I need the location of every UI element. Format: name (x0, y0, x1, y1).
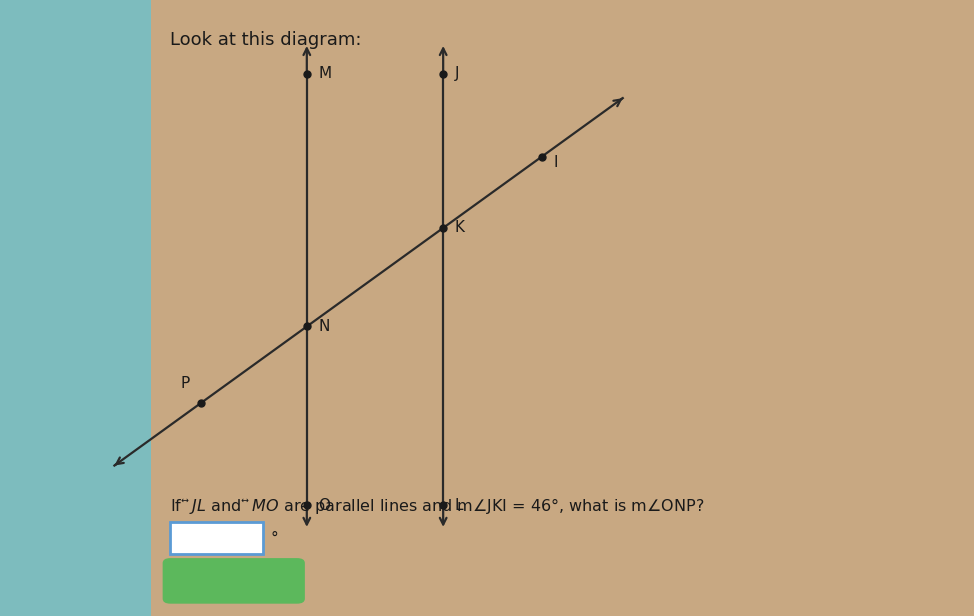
Text: Look at this diagram:: Look at this diagram: (170, 31, 362, 49)
Text: O: O (318, 498, 330, 513)
Text: J: J (455, 67, 460, 81)
FancyBboxPatch shape (163, 558, 305, 604)
Text: K: K (455, 221, 465, 235)
Text: L: L (455, 498, 464, 513)
Text: I: I (553, 155, 558, 170)
FancyBboxPatch shape (0, 0, 151, 616)
Text: Submit: Submit (201, 572, 267, 590)
FancyBboxPatch shape (170, 522, 263, 554)
Text: M: M (318, 67, 331, 81)
Text: °: ° (271, 531, 279, 546)
Text: P: P (180, 376, 189, 391)
Text: If $\overleftrightarrow{JL}$ and $\overleftrightarrow{MO}$ are parallel lines an: If $\overleftrightarrow{JL}$ and $\overl… (170, 496, 705, 516)
Text: N: N (318, 319, 330, 334)
